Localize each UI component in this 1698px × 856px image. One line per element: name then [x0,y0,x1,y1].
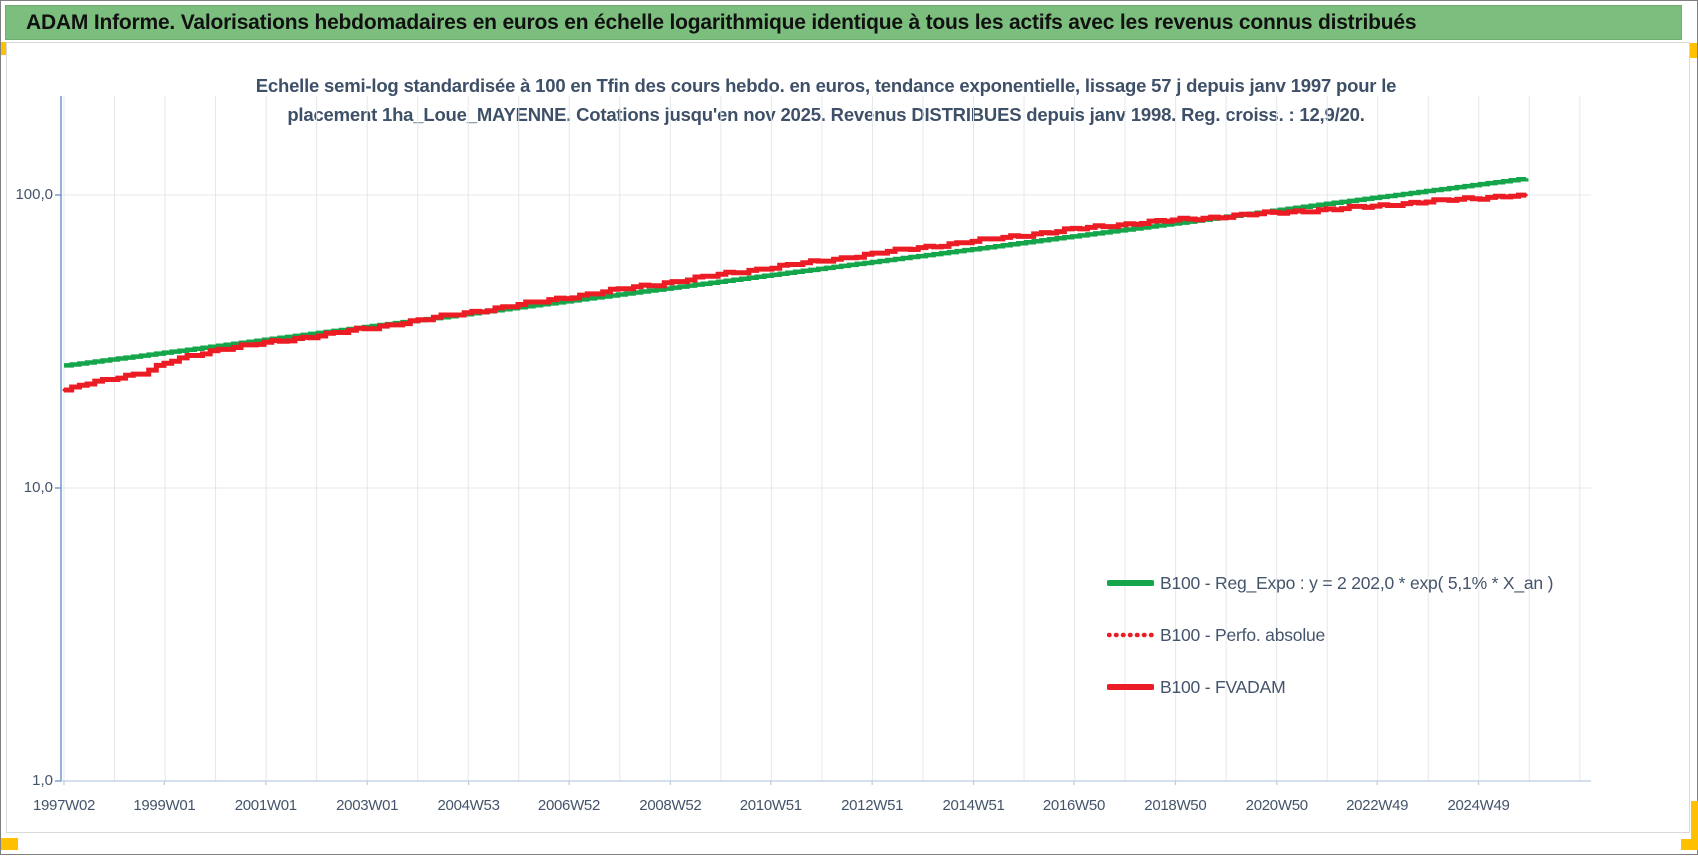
legend-item-fvadam[interactable]: B100 - FVADAM [1107,675,1286,699]
chart-title-line1: Echelle semi-log standardisée à 100 en T… [255,75,1397,96]
legend-label: B100 - Reg_Expo : y = 2 202,0 * exp( 5,1… [1160,572,1554,593]
x-tick-label: 2020W50 [1245,797,1308,814]
x-tick-label: 2006W52 [537,797,601,814]
legend-item-perfo-absolue[interactable]: B100 - Perfo. absolue [1107,623,1325,647]
header-banner: ADAM Informe. Valorisations hebdomadaire… [5,5,1682,40]
chart-title: Echelle semi-log standardisée à 100 en T… [61,71,1591,129]
series-line-reg-expo[interactable] [64,176,1529,368]
legend-label: B100 - Perfo. absolue [1160,624,1326,645]
y-tick-label: 1,0 [32,772,53,789]
x-tick-label: 2004W53 [437,797,500,814]
x-tick-label: 2012W51 [841,797,904,814]
legend-swatch-solid [1107,580,1154,586]
x-tick-label: 2016W50 [1042,797,1105,814]
legend-item-reg-expo[interactable]: B100 - Reg_Expo : y = 2 202,0 * exp( 5,1… [1107,571,1553,595]
selection-handle-bottom-right-vertical[interactable] [1691,801,1698,849]
legend-swatch-solid [1107,684,1154,690]
legend-label: B100 - FVADAM [1160,676,1286,697]
x-tick-label: 2003W01 [336,797,399,814]
x-tick-label: 2014W51 [942,797,1005,814]
x-tick-label: 2022W49 [1346,797,1409,814]
y-tick-label: 10,0 [23,479,53,496]
x-tick-label: 1999W01 [133,797,196,814]
x-tick-label: 2018W50 [1144,797,1207,814]
legend-swatch-dotted [1107,632,1154,638]
series-line-fvadam[interactable] [64,192,1527,393]
x-tick-label: 2024W49 [1447,797,1510,814]
x-tick-label: 2008W52 [639,797,702,814]
chart-title-line2: placement 1ha_Loue_MAYENNE. Cotations ju… [287,104,1365,125]
series-line-perfo-absolue[interactable] [62,193,1528,392]
x-tick-label: 1997W02 [32,797,96,814]
x-tick-label: 2001W01 [234,797,297,814]
y-tick-label: 100,0 [15,186,53,203]
header-title: ADAM Informe. Valorisations hebdomadaire… [26,10,1417,34]
selection-handle-bottom-right-horizontal[interactable] [1681,839,1698,850]
selection-handle-bottom-left[interactable] [1,838,18,850]
x-tick-label: 2010W51 [739,797,802,814]
chart-area[interactable] [6,42,1690,833]
